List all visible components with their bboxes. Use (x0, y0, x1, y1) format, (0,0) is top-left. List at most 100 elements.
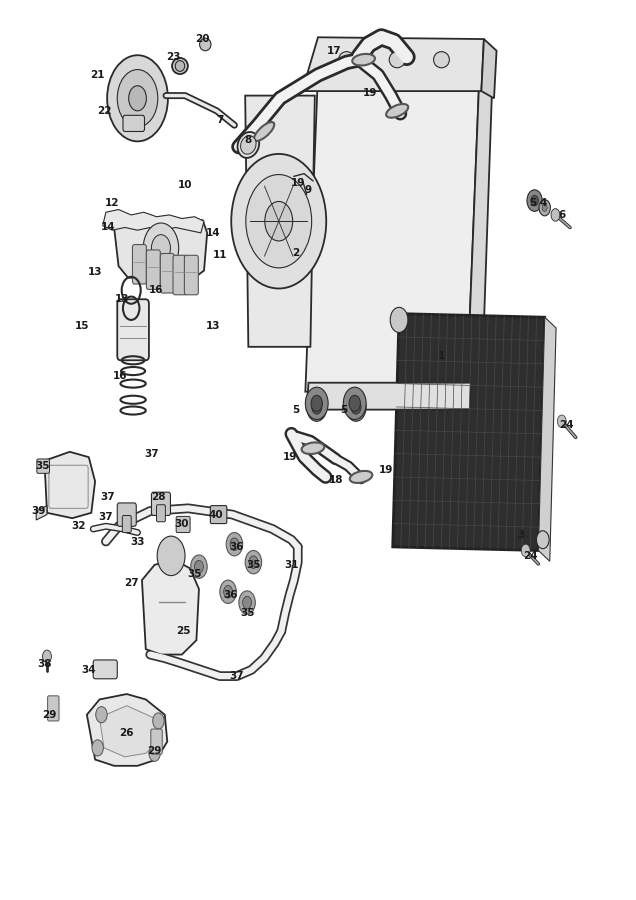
Text: 19: 19 (282, 452, 296, 463)
Text: 1: 1 (438, 351, 445, 361)
Polygon shape (538, 317, 556, 562)
Ellipse shape (240, 136, 256, 154)
Circle shape (557, 415, 566, 428)
Circle shape (117, 69, 158, 127)
Text: 37: 37 (145, 449, 160, 460)
Text: 24: 24 (559, 420, 574, 430)
Polygon shape (467, 73, 492, 398)
FancyBboxPatch shape (146, 250, 160, 290)
Text: 39: 39 (31, 506, 45, 516)
Circle shape (542, 204, 547, 212)
Text: 25: 25 (177, 626, 191, 636)
Circle shape (351, 400, 361, 414)
FancyBboxPatch shape (176, 517, 190, 533)
Text: 29: 29 (42, 710, 56, 720)
Text: 8: 8 (245, 136, 252, 146)
Text: 16: 16 (149, 285, 164, 295)
Text: 13: 13 (206, 321, 221, 331)
Polygon shape (305, 73, 480, 392)
Polygon shape (45, 452, 95, 518)
Circle shape (531, 195, 538, 206)
Circle shape (536, 531, 549, 549)
Polygon shape (114, 217, 207, 278)
FancyBboxPatch shape (151, 492, 170, 516)
Text: 34: 34 (81, 665, 96, 675)
Polygon shape (392, 313, 544, 551)
Circle shape (153, 713, 164, 729)
FancyBboxPatch shape (48, 696, 59, 721)
FancyBboxPatch shape (173, 256, 187, 295)
Polygon shape (87, 694, 167, 766)
Text: 32: 32 (71, 521, 86, 531)
Text: 33: 33 (130, 536, 145, 546)
Ellipse shape (389, 51, 405, 68)
Circle shape (195, 561, 204, 573)
Text: 40: 40 (208, 509, 223, 519)
Text: 24: 24 (523, 551, 537, 561)
Circle shape (349, 395, 361, 411)
Circle shape (539, 200, 550, 216)
Circle shape (191, 555, 207, 579)
Ellipse shape (172, 58, 188, 74)
Circle shape (149, 745, 160, 761)
Circle shape (143, 223, 179, 274)
Polygon shape (102, 210, 204, 233)
Text: 19: 19 (379, 464, 394, 474)
Circle shape (243, 596, 251, 608)
Text: 21: 21 (90, 70, 105, 80)
Circle shape (239, 591, 255, 614)
Circle shape (245, 551, 261, 574)
Text: 10: 10 (178, 180, 192, 190)
Polygon shape (302, 37, 484, 91)
Ellipse shape (350, 471, 372, 483)
Ellipse shape (301, 443, 324, 454)
Circle shape (265, 202, 293, 241)
Circle shape (312, 400, 322, 414)
Text: 35: 35 (246, 560, 261, 570)
Text: 19: 19 (291, 177, 305, 187)
Text: 37: 37 (230, 671, 244, 681)
Circle shape (311, 395, 322, 411)
Ellipse shape (352, 54, 375, 66)
Polygon shape (100, 706, 158, 757)
Circle shape (245, 175, 312, 268)
Circle shape (249, 556, 258, 569)
Text: 4: 4 (539, 198, 546, 208)
Circle shape (391, 307, 408, 332)
Text: 30: 30 (175, 518, 189, 528)
Circle shape (151, 235, 170, 262)
Text: 5: 5 (292, 405, 300, 415)
Circle shape (128, 86, 146, 111)
Circle shape (522, 544, 530, 557)
Polygon shape (481, 39, 497, 98)
Text: 36: 36 (230, 542, 244, 552)
Text: 5: 5 (340, 405, 347, 415)
Text: 35: 35 (187, 569, 202, 579)
Circle shape (307, 392, 327, 421)
Text: 35: 35 (36, 461, 50, 472)
Text: 29: 29 (148, 745, 162, 756)
Circle shape (157, 536, 185, 576)
Text: 27: 27 (124, 578, 139, 588)
Text: 28: 28 (151, 491, 165, 501)
Text: 37: 37 (100, 491, 115, 501)
Ellipse shape (386, 104, 408, 118)
FancyBboxPatch shape (156, 505, 165, 522)
Circle shape (43, 650, 52, 662)
FancyBboxPatch shape (117, 300, 149, 360)
Text: 14: 14 (100, 222, 115, 232)
Text: 20: 20 (195, 34, 210, 44)
FancyBboxPatch shape (132, 245, 146, 284)
Polygon shape (245, 95, 315, 346)
Circle shape (230, 538, 239, 551)
Text: 13: 13 (114, 294, 129, 304)
Ellipse shape (434, 51, 450, 68)
Text: 9: 9 (305, 184, 312, 194)
Circle shape (96, 706, 107, 723)
Text: 18: 18 (328, 474, 343, 484)
Circle shape (224, 586, 233, 598)
Text: 22: 22 (97, 106, 111, 116)
Polygon shape (36, 506, 47, 520)
Text: 38: 38 (37, 659, 52, 669)
Text: 13: 13 (88, 267, 102, 277)
